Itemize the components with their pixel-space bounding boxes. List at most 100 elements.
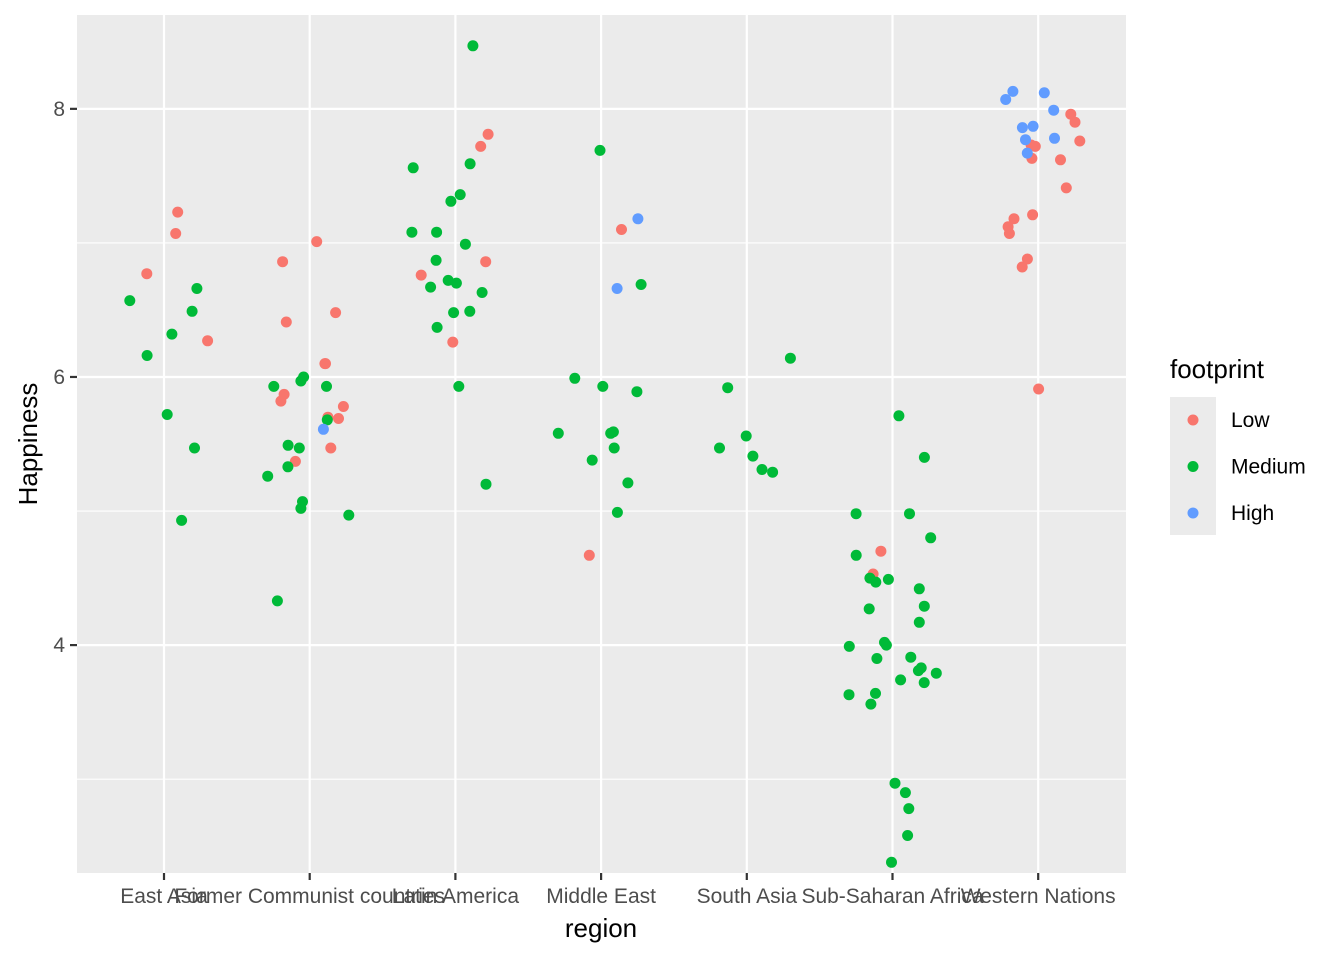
data-point-medium [871,653,883,664]
data-point-medium [850,549,862,561]
data-point-medium [880,639,892,651]
data-point-medium [843,640,855,652]
data-point-medium [189,442,200,454]
x-tick-label: Former Communist countries [174,885,445,908]
data-point-low [1033,383,1045,395]
data-point-medium [445,195,457,207]
x-tick-label: Middle East [546,885,656,908]
x-tick-label: Western Nations [961,885,1116,908]
x-tick-label: Latin America [392,885,520,908]
data-point-medium [406,226,418,238]
data-point-medium [870,576,882,588]
data-point-low [141,268,153,280]
data-point-low [1008,213,1020,225]
data-point-medium [886,856,897,868]
y-axis-title: Happiness [13,383,43,506]
legend-label-low: Low [1231,409,1270,432]
data-point-high [1000,94,1012,105]
data-point-medium [431,226,443,238]
data-point-medium [124,295,136,307]
data-point-medium [271,595,283,607]
data-point-medium [191,283,203,294]
data-point-medium [913,616,925,628]
data-point-high [1048,104,1060,116]
data-point-medium [552,427,564,439]
data-point-medium [480,478,492,490]
data-point-medium [594,144,606,156]
data-point-medium [767,466,779,478]
data-point-medium [450,277,462,289]
legend-label-medium: Medium [1231,456,1306,479]
data-point-low [1055,154,1066,166]
data-point-medium [262,470,274,482]
data-point-medium [722,382,734,394]
data-point-high [1038,87,1050,99]
data-point-low [583,549,595,561]
data-point-medium [913,583,925,595]
data-point-low [278,388,290,400]
data-point-low [1002,221,1014,233]
data-points [124,40,1086,868]
data-point-high [1027,120,1039,132]
data-point-medium [282,439,294,451]
data-point-medium [297,496,308,508]
data-point-medium [176,514,188,526]
data-point-low [170,228,182,239]
data-point-medium [268,380,280,392]
data-point-medium [843,689,855,701]
data-point-low [1027,209,1039,221]
data-point-medium [464,158,476,170]
data-point-low [172,206,184,218]
data-point-low [875,545,887,557]
data-point-medium [282,461,294,473]
data-point-medium [141,350,153,361]
data-point-low [480,256,492,268]
y-axis: 4 6 8 [53,98,77,657]
data-point-medium [903,803,915,815]
data-point-medium [635,279,647,290]
y-tick-label: 8 [53,98,65,121]
data-point-medium [611,506,623,518]
legend-label-high: High [1231,502,1274,525]
data-point-medium [902,830,914,841]
data-point-medium [586,454,598,466]
data-point-medium [918,600,930,612]
data-point-medium [166,328,178,340]
data-point-low [311,236,323,248]
data-point-medium [865,698,877,710]
data-point-low [333,413,344,424]
data-point-high [1007,85,1019,97]
data-point-medium [918,451,930,463]
data-point-medium [925,532,937,544]
data-point-medium [343,509,355,521]
y-tick-label: 4 [53,634,65,657]
data-point-medium [608,442,620,454]
data-point-low [1021,253,1033,265]
data-point-low [337,401,349,412]
data-point-medium [740,430,752,442]
data-point-medium [904,508,915,520]
data-point-medium [607,426,619,438]
data-point-medium [882,573,894,585]
data-point-medium [756,464,768,475]
data-point-low [1016,261,1028,273]
x-tick-label: East Asia [120,885,208,908]
data-point-medium [321,414,333,426]
data-point-medium [476,287,488,298]
data-point-medium [186,305,198,317]
data-point-medium [431,321,443,333]
x-tick-label: South Asia [697,885,798,908]
data-point-medium [454,189,466,201]
data-point-medium [298,371,310,383]
data-point-medium [895,674,907,686]
data-point-medium [430,254,442,266]
data-point-medium [569,372,581,384]
data-point-medium [905,651,917,663]
data-point-medium [899,787,911,799]
data-point-medium [714,442,725,454]
data-point-medium [453,380,465,392]
data-point-medium [747,450,759,462]
data-point-low [330,307,342,319]
data-point-medium [293,442,305,454]
data-point-medium [425,281,437,293]
